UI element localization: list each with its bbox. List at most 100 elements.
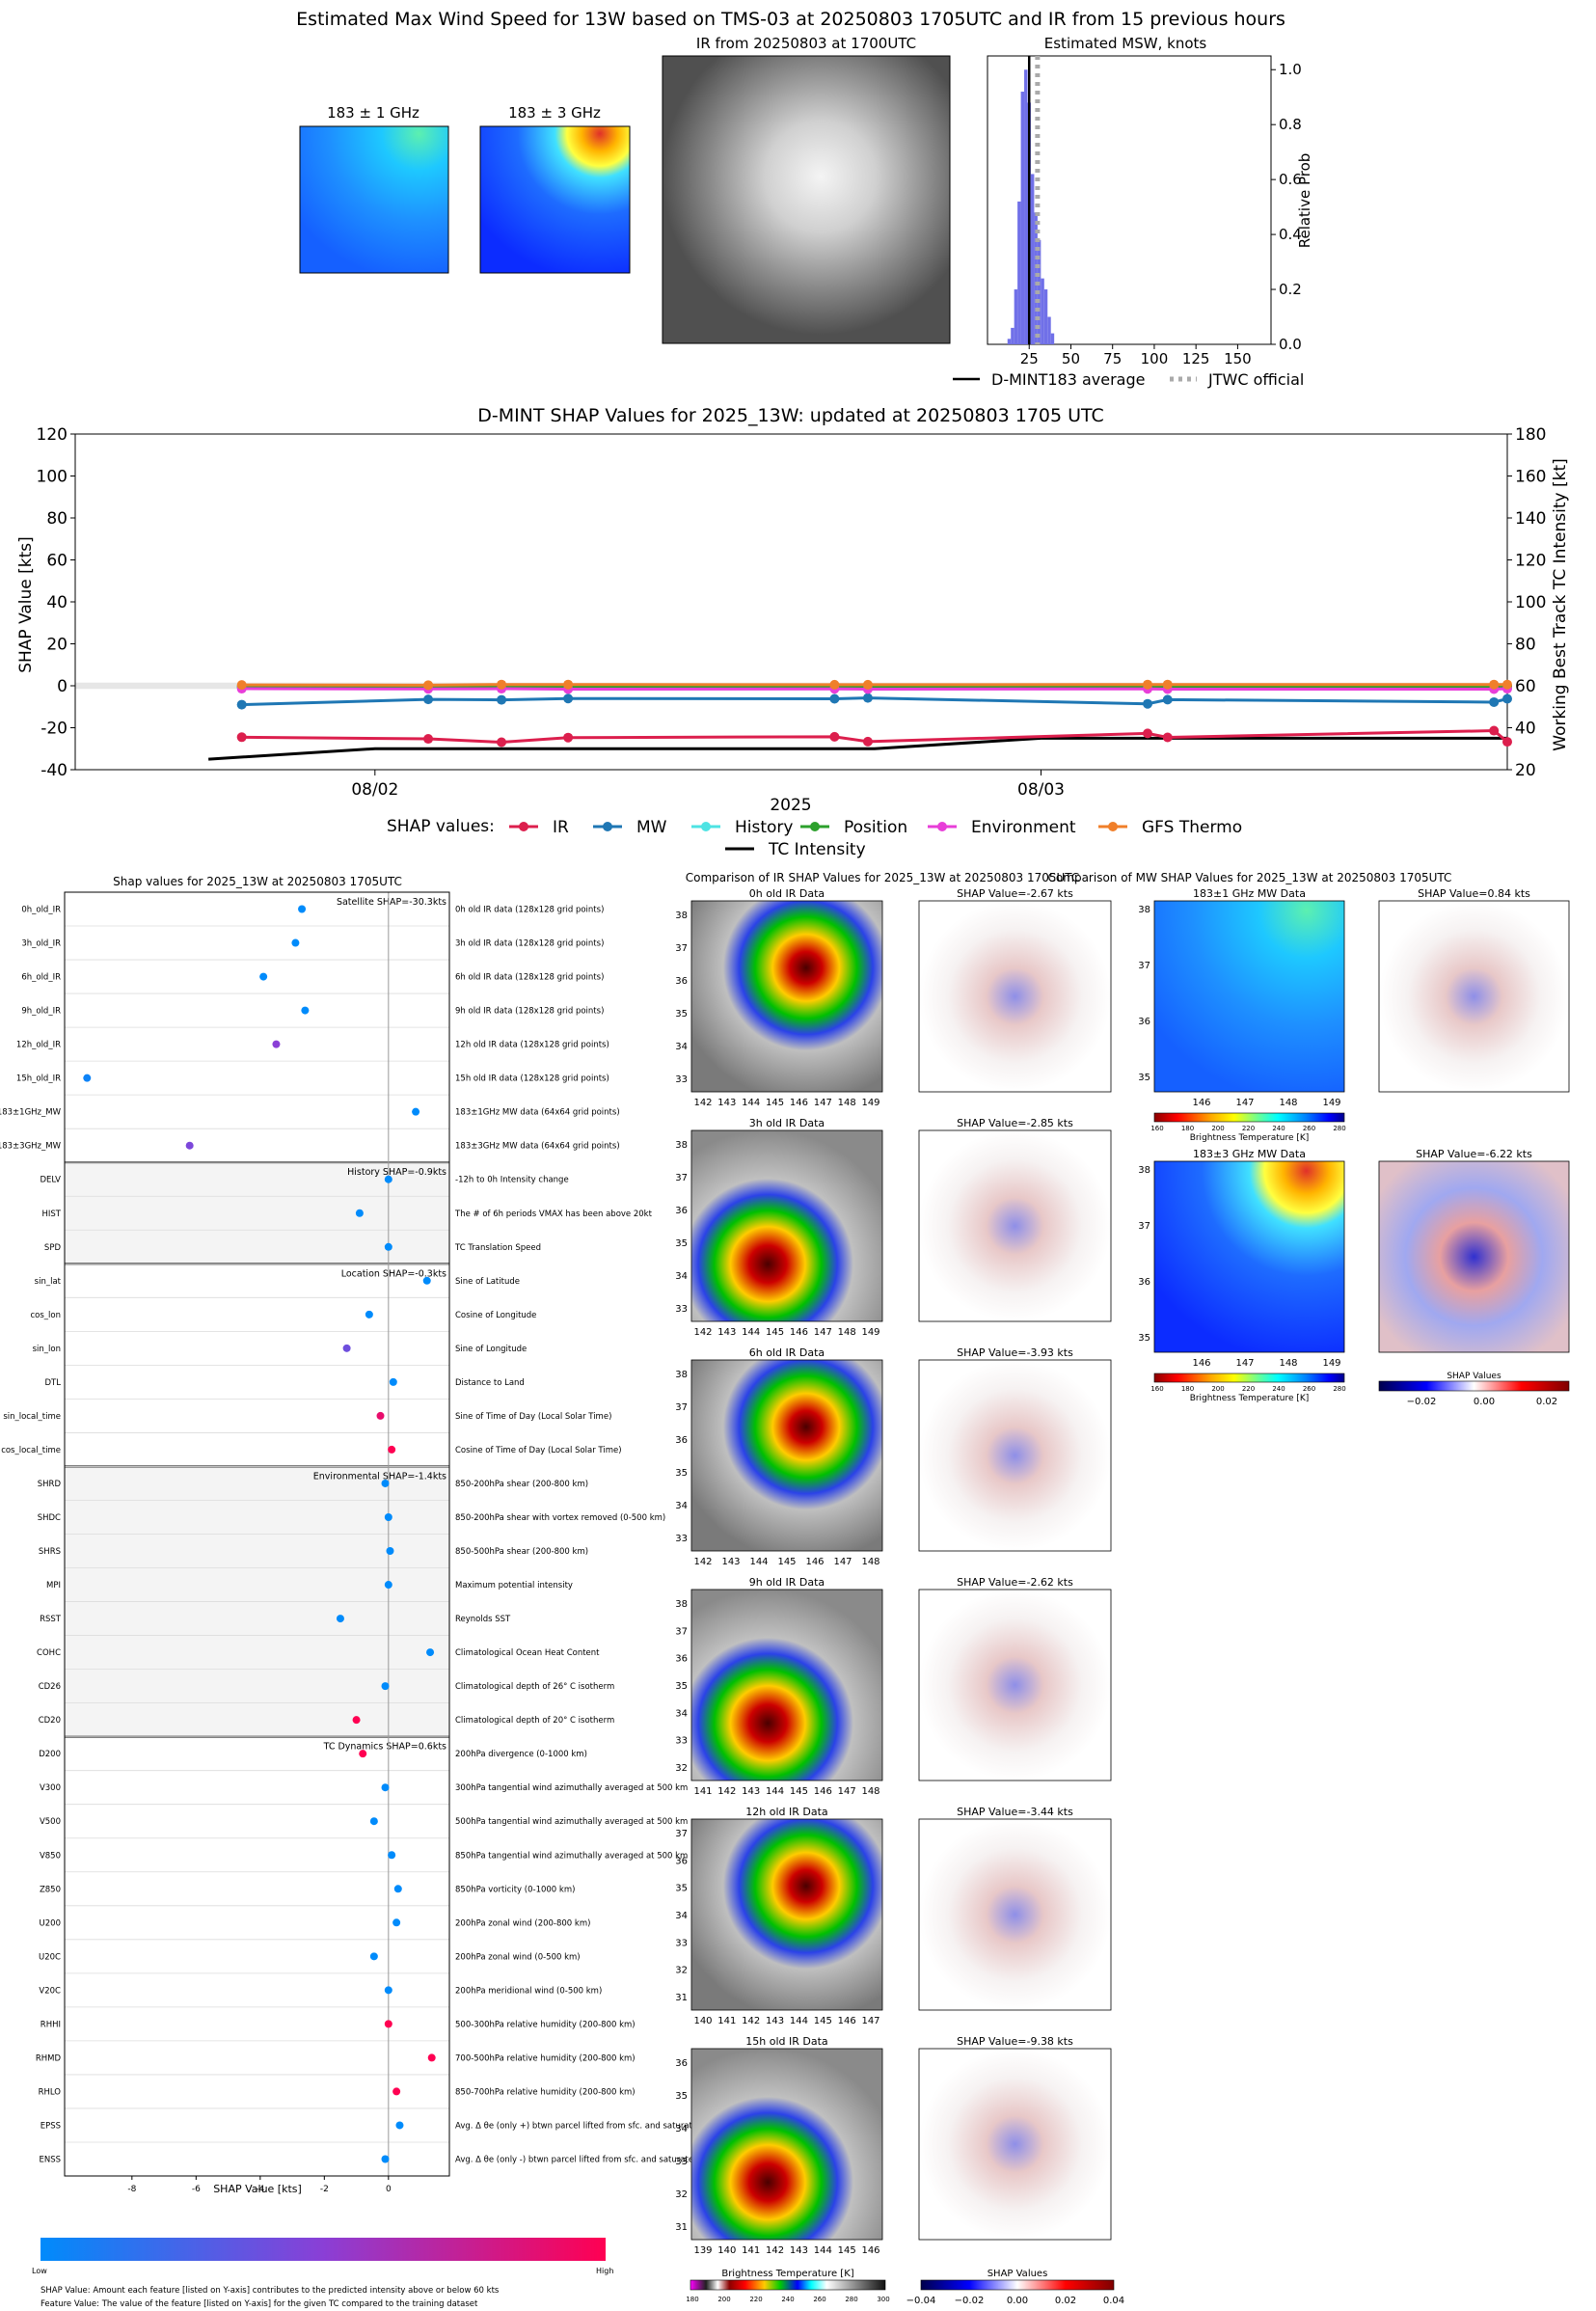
ir-xtick-label: 145 bbox=[766, 1098, 784, 1108]
ir-xtick-label: 142 bbox=[693, 1327, 712, 1338]
feature-point bbox=[388, 1851, 396, 1860]
mw-shap-image bbox=[1378, 1160, 1570, 1353]
mw-xtick-label: 147 bbox=[1235, 1098, 1254, 1108]
feature-label: sin_lon bbox=[33, 1345, 61, 1354]
series-point-gfs-thermo bbox=[236, 680, 247, 691]
ir-ytick-label: 37 bbox=[675, 1829, 688, 1839]
mw-xtick-label: 147 bbox=[1235, 1358, 1254, 1369]
mw-xtick-label: 148 bbox=[1279, 1098, 1297, 1108]
ts-ytick-label: 120 bbox=[37, 425, 68, 445]
ir-ytick-label: 32 bbox=[675, 1966, 688, 1976]
legend-jtwc-label: JTWC official bbox=[1207, 370, 1304, 389]
hist-title: Estimated MSW, knots bbox=[1044, 35, 1207, 52]
ir-xtick-label: 141 bbox=[693, 1786, 712, 1797]
ir-xtick-label: 141 bbox=[717, 2016, 736, 2026]
tc-intensity-line bbox=[208, 736, 1507, 761]
series-point-ir bbox=[497, 737, 507, 748]
ir-bt-tick-label: 240 bbox=[781, 2296, 794, 2303]
ir-ytick-label: 35 bbox=[675, 1681, 688, 1692]
ir-xtick-label: 144 bbox=[749, 1557, 768, 1567]
hist-ylabel: Relative Prob bbox=[1296, 153, 1313, 249]
feature-description: TC Translation Speed bbox=[454, 1243, 541, 1253]
hist-bar bbox=[1024, 69, 1028, 344]
feature-description: 700-500hPa relative humidity (200-800 km… bbox=[455, 2053, 636, 2063]
hist-ytick-label: 0.0 bbox=[1279, 336, 1302, 353]
mw-bt-tick-label: 220 bbox=[1242, 1385, 1255, 1393]
feature-description: 500hPa tangential wind azimuthally avera… bbox=[455, 1817, 688, 1827]
ir-ytick-label: 36 bbox=[675, 976, 688, 987]
feature-description: Climatological depth of 26° C isotherm bbox=[455, 1682, 614, 1692]
series-point-ir bbox=[862, 736, 873, 747]
ir-shap-title: SHAP Value=-2.85 kts bbox=[957, 1117, 1073, 1129]
ir-ytick-label: 37 bbox=[675, 1626, 688, 1637]
ir-xtick-label: 142 bbox=[717, 1786, 736, 1797]
ir-ytick-label: 33 bbox=[675, 1074, 688, 1085]
ir-ytick-label: 31 bbox=[675, 2222, 688, 2233]
hist-bar bbox=[1014, 289, 1018, 344]
group-band bbox=[65, 1736, 449, 2176]
ir-shap-title: SHAP Value=-2.62 kts bbox=[957, 1576, 1073, 1589]
feature-label: RSST bbox=[40, 1615, 62, 1624]
ir-bt-tick-label: 200 bbox=[717, 2296, 730, 2303]
ir-xtick-label: 146 bbox=[805, 1557, 824, 1567]
ir-xtick-label: 149 bbox=[861, 1327, 879, 1338]
mw-image bbox=[1153, 1160, 1345, 1353]
ir-xtick-label: 148 bbox=[861, 1786, 879, 1797]
feature-description: 183±1GHz MW data (64x64 grid points) bbox=[455, 1108, 620, 1118]
mw-shap-tick-label: 0.02 bbox=[1536, 1397, 1557, 1407]
feature-point bbox=[384, 1581, 392, 1590]
mw-xtick-label: 149 bbox=[1322, 1098, 1340, 1108]
feature-point bbox=[384, 1512, 392, 1521]
hist-bar bbox=[1007, 339, 1012, 344]
mw1-label: 183 ± 1 GHz bbox=[327, 104, 419, 122]
ir-ytick-label: 36 bbox=[675, 1206, 688, 1216]
mw-ytick-label: 38 bbox=[1138, 1165, 1150, 1176]
feature-description: 12h old IR data (128x128 grid points) bbox=[455, 1041, 609, 1050]
ir-image bbox=[690, 2048, 883, 2241]
ir-ytick-label: 36 bbox=[675, 1654, 688, 1665]
ir-comparison-panels: 0h old IR Data 142 143 144 145 146 147 148 149 38… bbox=[675, 887, 1112, 2256]
feature-label: V850 bbox=[40, 1851, 61, 1861]
ir-ytick-label: 34 bbox=[675, 1501, 688, 1511]
ir-xtick-label: 146 bbox=[814, 1786, 832, 1797]
ir-xtick-label: 142 bbox=[766, 2245, 784, 2256]
feature-label: sin_lat bbox=[35, 1277, 62, 1287]
ir-compare-title: Comparison of IR SHAP Values for 2025_13… bbox=[686, 871, 1080, 884]
ir-ytick-label: 37 bbox=[675, 943, 688, 954]
mw-xtick-label: 149 bbox=[1322, 1358, 1340, 1369]
feature-label: HIST bbox=[42, 1210, 62, 1219]
imp-xtick-label: -6 bbox=[192, 2185, 201, 2194]
legend-marker-position bbox=[810, 822, 820, 831]
group-label: Location SHAP=-0.3kts bbox=[341, 1268, 446, 1279]
feature-point bbox=[376, 1411, 385, 1420]
ir-xtick-label: 145 bbox=[777, 1557, 796, 1567]
feature-description: 850-200hPa shear (200-800 km) bbox=[455, 1480, 588, 1489]
mw-bt-colorbar bbox=[1153, 1373, 1345, 1383]
ir-xtick-label: 142 bbox=[693, 1557, 712, 1567]
feature-label: SPD bbox=[44, 1243, 62, 1253]
mw-ytick-label: 36 bbox=[1138, 1277, 1150, 1288]
feature-label: 0h_old_IR bbox=[21, 906, 61, 915]
mw-shap-colorbar bbox=[1378, 1380, 1570, 1392]
feature-label: DELV bbox=[40, 1176, 61, 1185]
legend-marker-environment bbox=[937, 822, 947, 831]
series-point-gfs-thermo bbox=[862, 679, 873, 690]
ir-xtick-label: 139 bbox=[693, 2245, 712, 2256]
ir-xtick-label: 144 bbox=[766, 1786, 784, 1797]
series-point-gfs-thermo bbox=[1162, 679, 1173, 690]
ir-xtick-label: 143 bbox=[717, 1098, 736, 1108]
mw-ytick-label: 37 bbox=[1138, 961, 1150, 971]
ts-xlabel: 2025 bbox=[770, 796, 811, 815]
mw-shap-colorbar-label: SHAP Values bbox=[1447, 1372, 1501, 1381]
feature-colorbar-low: Low bbox=[32, 2267, 47, 2275]
feature-importance-chart: Satellite SHAP=-30.3kts History SHAP=-0.9… bbox=[0, 891, 794, 2194]
feature-label: 9h_old_IR bbox=[21, 1007, 61, 1017]
ir-thumbnail bbox=[662, 55, 951, 344]
series-point-gfs-thermo bbox=[497, 679, 507, 690]
legend-label-position: Position bbox=[844, 818, 907, 837]
feature-description: Cosine of Time of Day (Local Solar Time) bbox=[455, 1446, 622, 1455]
ts-y2tick-label: 160 bbox=[1515, 468, 1546, 487]
hist-xtick-label: 150 bbox=[1224, 350, 1252, 367]
feature-point bbox=[384, 1986, 392, 1995]
feature-point bbox=[381, 1479, 390, 1487]
